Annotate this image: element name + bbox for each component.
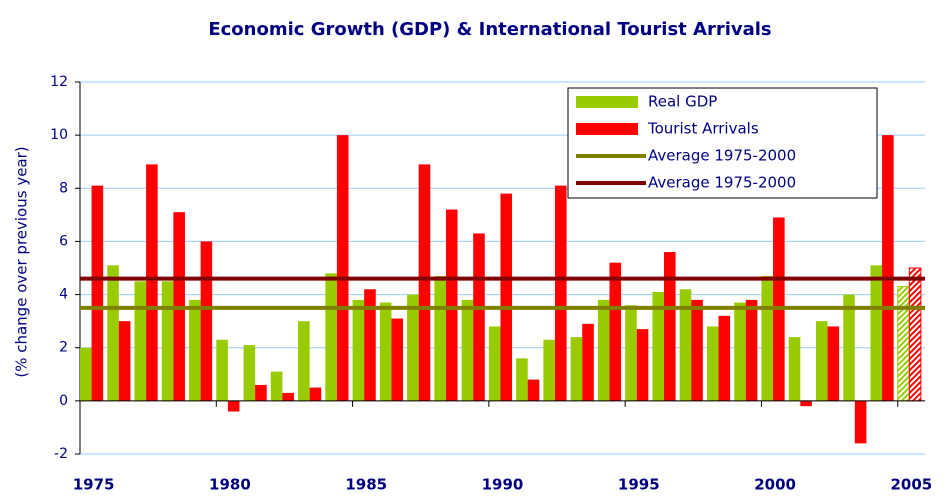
bar [843,294,855,401]
y-tick-label: 12 [50,74,68,90]
bar [570,337,583,401]
bar [434,275,446,401]
bar [227,400,240,412]
bar [664,252,676,401]
bar [815,321,828,401]
bar [418,164,431,401]
bar [445,209,458,401]
bar [379,302,392,401]
x-tick-label: 1995 [618,476,660,494]
bar [200,241,213,401]
bar [473,233,485,401]
bar [854,400,867,444]
bar [761,275,774,401]
y-axis-label: (% change over previous year) [13,146,31,377]
bar [80,347,92,401]
bar [652,291,665,401]
bar [488,326,501,401]
bar [882,135,894,401]
bar [870,265,883,401]
bar [582,323,594,401]
bar [107,265,119,401]
bar [516,358,528,401]
legend-label: Average 1975-2000 [648,147,796,165]
x-tick-label: 2005 [890,476,932,494]
y-tick-label: 4 [59,287,68,303]
bar [391,318,404,401]
bar [827,326,840,401]
bar [734,302,746,401]
legend-label: Real GDP [648,93,717,111]
bar [609,262,622,401]
bar [91,185,104,401]
y-tick-label: 0 [59,393,68,409]
x-tick-label: 1980 [209,476,251,494]
y-tick-label: -2 [54,446,68,462]
bar [364,289,376,401]
bar [706,326,719,401]
bar [146,164,158,401]
bar [461,299,474,401]
bar [554,185,567,401]
x-tick-label: 1975 [73,476,115,494]
bar [897,286,910,402]
bar [800,400,812,407]
bar [718,315,731,401]
bar [407,294,419,401]
bar [161,281,174,401]
x-tick-label: 1990 [482,476,524,494]
bar [243,345,256,401]
legend: Real GDP Tourist Arrivals Average 1975-200… [567,87,878,199]
bar [625,305,637,401]
bar [298,321,310,401]
bar [788,337,801,401]
legend-label: Tourist Arrivals [647,120,759,138]
bar [679,289,692,401]
y-tick-label: 10 [50,127,68,143]
legend-label: Average 1975-2000 [648,174,796,192]
x-tick-label: 2000 [754,476,796,494]
bar [189,299,201,401]
bar [543,339,555,401]
bar [118,321,131,401]
bar [500,193,513,401]
bar [908,267,922,402]
bar [255,384,267,401]
y-tick-label: 8 [59,180,68,196]
bar [691,299,703,401]
bar [527,379,540,401]
bar [352,299,365,401]
bar [636,329,649,401]
bar [325,273,337,401]
x-tick-label: 1985 [345,476,387,494]
bar [216,339,228,401]
bar [597,299,610,401]
bar [336,135,349,401]
bar [270,371,283,401]
legend-swatch [576,96,638,108]
y-tick-label: 6 [59,233,68,249]
legend-swatch [576,123,638,135]
bar [745,299,758,401]
bar [282,392,294,401]
y-tick-label: 2 [59,340,68,356]
bar [309,387,322,401]
chart-title: Economic Growth (GDP) & International To… [208,19,771,40]
bar [134,281,147,401]
